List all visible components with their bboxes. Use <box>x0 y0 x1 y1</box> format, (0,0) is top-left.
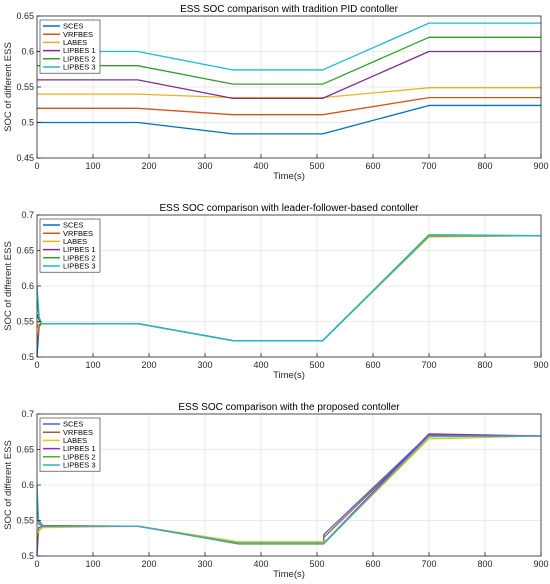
x-axis-label: Time(s) <box>273 171 305 182</box>
y-tick-label: 0.55 <box>16 317 34 327</box>
chart-1: 0 100 200 300 400 500 600 700 800 900 0.45 0.5 0.55 0… <box>3 4 549 182</box>
x-tick-label: 400 <box>253 559 268 569</box>
chart-3: 0 100 200 300 400 500 600 700 800 900 0.5 0.55 0.6 0.… <box>3 402 549 580</box>
x-tick-label: 200 <box>141 360 156 370</box>
x-tick-label: 800 <box>477 161 492 171</box>
legend-label: LIPBES 3 <box>63 63 96 72</box>
series-line-lipbes-3 <box>36 435 542 544</box>
y-tick-label: 0.65 <box>16 246 34 256</box>
legend-label: SCES <box>63 22 83 31</box>
legend-label: VRFBES <box>63 229 93 238</box>
y-tick-label: 0.5 <box>21 352 34 362</box>
y-axis-label: SOC of different ESS <box>3 42 14 132</box>
chart-title: ESS SOC comparison with leader-follower-… <box>159 203 419 214</box>
legend-label: VRFBES <box>63 428 93 437</box>
legend-label: LABES <box>63 38 87 47</box>
legend-label: LIPBES 2 <box>63 253 96 262</box>
legend-label: LIPBES 3 <box>63 461 96 470</box>
x-tick-label: 800 <box>477 360 492 370</box>
x-tick-label: 500 <box>309 360 324 370</box>
series-line-labes <box>36 435 542 543</box>
y-tick-label: 0.7 <box>21 210 34 220</box>
x-tick-label: 900 <box>533 161 548 171</box>
y-tick-label: 0.7 <box>21 409 34 419</box>
legend-label: LIPBES 1 <box>63 245 96 254</box>
y-tick-label: 0.55 <box>16 82 34 92</box>
legend-box <box>39 417 101 472</box>
x-tick-label: 900 <box>533 559 548 569</box>
legend-label: LIPBES 2 <box>63 452 96 461</box>
x-tick-label: 200 <box>141 161 156 171</box>
y-tick-label: 0.65 <box>16 11 34 21</box>
x-tick-label: 0 <box>34 559 39 569</box>
legend-label: SCES <box>63 221 83 230</box>
x-tick-label: 100 <box>85 360 100 370</box>
x-tick-label: 700 <box>421 559 436 569</box>
legend-label: LABES <box>63 436 87 445</box>
legend-label: LIPBES 2 <box>63 54 96 63</box>
x-axis-label: Time(s) <box>273 569 305 580</box>
y-axis-label: SOC of different ESS <box>3 440 14 530</box>
series-line-lipbes-3 <box>37 22 541 71</box>
legend-label: SCES <box>63 420 83 429</box>
series-line-lipbes-2 <box>37 36 541 85</box>
legend-label: VRFBES <box>63 30 93 39</box>
series-line-sces <box>37 104 541 135</box>
y-axis-label: SOC of different ESS <box>3 241 14 331</box>
x-tick-label: 400 <box>253 360 268 370</box>
y-tick-label: 0.6 <box>21 281 34 291</box>
legend-box <box>39 19 101 74</box>
x-tick-label: 700 <box>421 360 436 370</box>
x-tick-label: 200 <box>141 559 156 569</box>
legend-label: LIPBES 1 <box>63 444 96 453</box>
x-tick-label: 0 <box>34 161 39 171</box>
legend-label: LABES <box>63 237 87 246</box>
x-tick-label: 300 <box>197 559 212 569</box>
x-tick-label: 800 <box>477 559 492 569</box>
series-line-labes <box>37 87 541 99</box>
x-tick-label: 500 <box>309 559 324 569</box>
series-line-lipbes-3 <box>36 234 541 342</box>
x-tick-label: 600 <box>365 559 380 569</box>
x-tick-label: 900 <box>533 360 548 370</box>
legend-label: LIPBES 3 <box>63 262 96 271</box>
y-tick-label: 0.45 <box>16 153 34 163</box>
y-tick-label: 0.5 <box>21 551 34 561</box>
y-tick-label: 0.6 <box>21 480 34 490</box>
x-tick-label: 300 <box>197 360 212 370</box>
legend-box <box>39 218 101 273</box>
x-tick-label: 300 <box>197 161 212 171</box>
x-tick-label: 700 <box>421 161 436 171</box>
series-line-vrfbes <box>37 97 541 116</box>
y-tick-label: 0.6 <box>21 47 34 57</box>
legend-label: LIPBES 1 <box>63 46 96 55</box>
y-tick-label: 0.5 <box>21 118 34 128</box>
chart-2: 0 100 200 300 400 500 600 700 800 900 0.5 0.55 0.6 0.… <box>3 203 549 381</box>
x-tick-label: 100 <box>85 161 100 171</box>
x-tick-label: 600 <box>365 161 380 171</box>
x-tick-label: 0 <box>34 360 39 370</box>
series-line-lipbes-1 <box>37 50 541 100</box>
chart-title: ESS SOC comparison with tradition PID co… <box>180 4 399 15</box>
x-tick-label: 600 <box>365 360 380 370</box>
x-tick-label: 100 <box>85 559 100 569</box>
y-tick-label: 0.65 <box>16 445 34 455</box>
chart-title: ESS SOC comparison with the proposed con… <box>178 402 400 413</box>
x-tick-label: 400 <box>253 161 268 171</box>
x-axis-label: Time(s) <box>273 370 305 381</box>
x-tick-label: 500 <box>309 161 324 171</box>
y-tick-label: 0.55 <box>16 516 34 526</box>
